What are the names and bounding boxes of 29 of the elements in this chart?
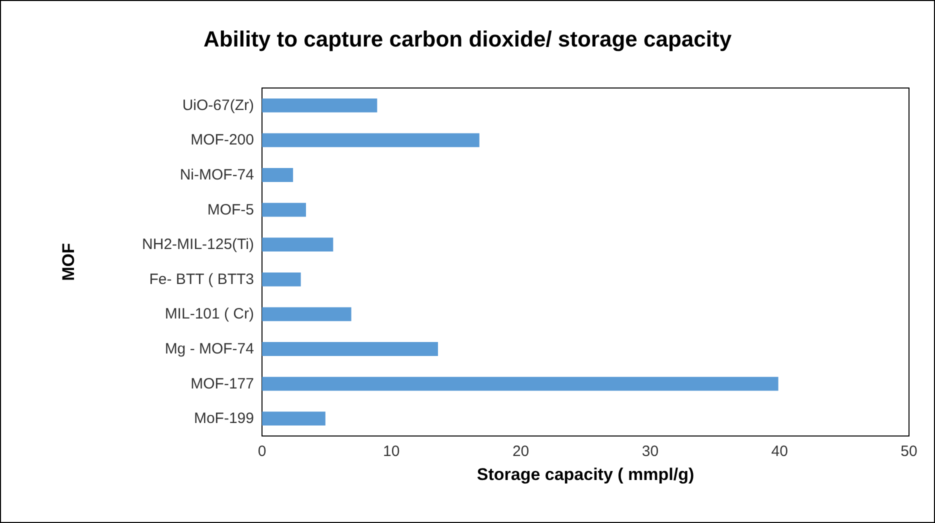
y-tick-label: Ni-MOF-74 (180, 166, 254, 184)
chart-title: Ability to capture carbon dioxide/ storage capacity (203, 26, 732, 52)
y-tick-label: Fe- BTT ( BTT3 (149, 270, 254, 288)
bar (262, 307, 352, 322)
y-tick-label: UiO-67(Zr) (182, 96, 254, 114)
y-tick-label: NH2-MIL-125(Ti) (142, 236, 254, 254)
y-tick-label: MoF-199 (194, 410, 254, 428)
x-axis-title: Storage capacity ( mmpl/g) (476, 465, 694, 484)
y-axis-title: MOF (59, 243, 78, 281)
y-tick-label: MOF-200 (190, 132, 254, 149)
bar (262, 133, 480, 148)
y-tick-label: MIL-101 ( Cr) (164, 306, 254, 323)
y-tick-label: Mg - MOF-74 (164, 340, 254, 358)
bar (262, 272, 301, 286)
x-tick-label: 10 (383, 443, 400, 460)
bar (262, 98, 378, 112)
y-tick-label: MOF-177 (190, 375, 254, 392)
bar (262, 376, 778, 391)
x-tick-label: 0 (258, 443, 266, 460)
y-tick-label: MOF-5 (207, 201, 254, 218)
bar (262, 412, 326, 426)
bar (262, 238, 334, 252)
bar (262, 342, 438, 356)
bar (262, 202, 306, 217)
x-tick-label: 50 (900, 443, 918, 460)
x-tick-label: 40 (771, 443, 788, 460)
x-tick-label: 20 (512, 443, 530, 460)
x-tick-label: 30 (642, 443, 659, 460)
bar (262, 168, 294, 182)
